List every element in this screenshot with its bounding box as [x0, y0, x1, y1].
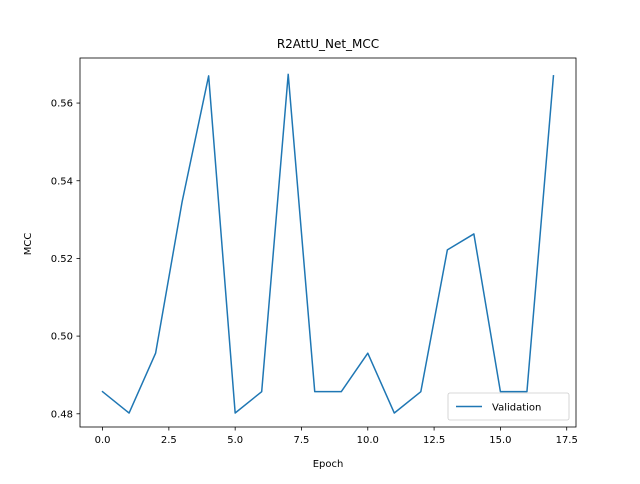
x-tick-label: 5.0	[227, 435, 243, 446]
legend-label: Validation	[492, 403, 541, 414]
y-tick-label: 0.54	[51, 176, 73, 187]
x-tick-label: 17.5	[556, 435, 578, 446]
legend: Validation	[448, 393, 569, 420]
x-tick-label: 10.0	[357, 435, 379, 446]
x-tick-label: 7.5	[294, 435, 310, 446]
x-tick-label: 0.0	[95, 435, 111, 446]
y-tick-label: 0.56	[51, 99, 73, 110]
y-tick-label: 0.52	[51, 254, 73, 265]
x-tick-label: 15.0	[489, 435, 511, 446]
y-tick-label: 0.48	[51, 409, 73, 420]
y-tick-label: 0.50	[51, 332, 73, 343]
x-tick-label: 12.5	[423, 435, 445, 446]
x-axis-label: Epoch	[313, 459, 344, 470]
x-tick-label: 2.5	[161, 435, 177, 446]
chart-title: R2AttU_Net_MCC	[277, 37, 379, 51]
y-axis-label: MCC	[23, 233, 34, 256]
